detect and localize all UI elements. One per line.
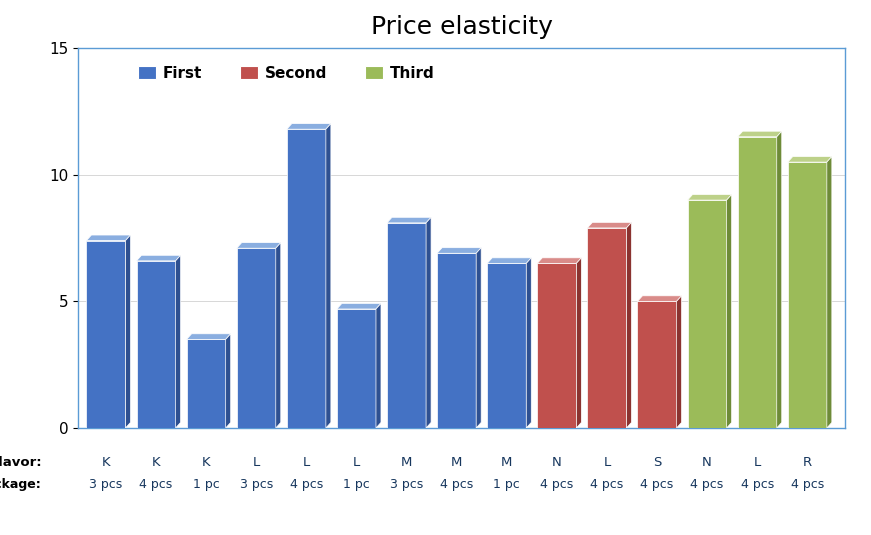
Text: 3 pcs: 3 pcs xyxy=(390,478,423,491)
Polygon shape xyxy=(726,195,732,428)
Text: S: S xyxy=(653,456,661,469)
Text: L: L xyxy=(303,456,310,469)
Text: K: K xyxy=(152,456,160,469)
Polygon shape xyxy=(387,223,426,428)
Polygon shape xyxy=(537,258,581,263)
Polygon shape xyxy=(738,137,777,428)
Polygon shape xyxy=(237,248,276,428)
Polygon shape xyxy=(476,248,481,428)
Polygon shape xyxy=(376,303,381,428)
Text: L: L xyxy=(753,456,761,469)
Polygon shape xyxy=(787,157,832,162)
Polygon shape xyxy=(626,223,631,428)
Polygon shape xyxy=(437,248,481,253)
Polygon shape xyxy=(326,124,331,428)
Text: 1 pc: 1 pc xyxy=(493,478,520,491)
Polygon shape xyxy=(337,309,376,428)
Polygon shape xyxy=(537,263,577,428)
Polygon shape xyxy=(337,303,381,309)
Polygon shape xyxy=(687,195,732,200)
Title: Price elasticity: Price elasticity xyxy=(371,16,552,39)
Text: 1 pc: 1 pc xyxy=(343,478,370,491)
Text: L: L xyxy=(353,456,360,469)
Text: M: M xyxy=(401,456,412,469)
Text: 4 pcs: 4 pcs xyxy=(139,478,172,491)
Text: 1 pc: 1 pc xyxy=(192,478,219,491)
Polygon shape xyxy=(638,301,677,428)
Polygon shape xyxy=(487,263,526,428)
Text: 4 pcs: 4 pcs xyxy=(290,478,323,491)
Text: 3 pcs: 3 pcs xyxy=(240,478,273,491)
Text: L: L xyxy=(253,456,260,469)
Polygon shape xyxy=(287,124,331,129)
Polygon shape xyxy=(186,339,226,428)
Polygon shape xyxy=(587,223,631,228)
Text: K: K xyxy=(102,456,111,469)
Polygon shape xyxy=(86,235,131,241)
Polygon shape xyxy=(186,334,231,339)
Polygon shape xyxy=(226,334,231,428)
Text: 3 pcs: 3 pcs xyxy=(90,478,123,491)
Polygon shape xyxy=(137,261,176,428)
Polygon shape xyxy=(137,255,180,261)
Text: 4 pcs: 4 pcs xyxy=(791,478,824,491)
Text: M: M xyxy=(501,456,512,469)
Polygon shape xyxy=(677,296,681,428)
Polygon shape xyxy=(176,255,180,428)
Polygon shape xyxy=(738,131,782,137)
Polygon shape xyxy=(577,258,581,428)
Text: Package:: Package: xyxy=(0,478,42,491)
Polygon shape xyxy=(787,162,827,428)
Polygon shape xyxy=(426,217,431,428)
Text: 4 pcs: 4 pcs xyxy=(440,478,473,491)
Polygon shape xyxy=(526,258,531,428)
Polygon shape xyxy=(437,253,476,428)
Polygon shape xyxy=(827,157,832,428)
Text: 4 pcs: 4 pcs xyxy=(740,478,773,491)
Text: K: K xyxy=(202,456,211,469)
Text: N: N xyxy=(702,456,712,469)
Polygon shape xyxy=(237,243,280,248)
Text: 4 pcs: 4 pcs xyxy=(540,478,573,491)
Text: 4 pcs: 4 pcs xyxy=(691,478,724,491)
Polygon shape xyxy=(687,200,726,428)
Polygon shape xyxy=(587,228,626,428)
Text: R: R xyxy=(803,456,812,469)
Polygon shape xyxy=(287,129,326,428)
Polygon shape xyxy=(387,217,431,223)
Text: 4 pcs: 4 pcs xyxy=(591,478,624,491)
Text: 4 pcs: 4 pcs xyxy=(640,478,673,491)
Legend: First, Second, Third: First, Second, Third xyxy=(132,59,441,87)
Polygon shape xyxy=(638,296,681,301)
Polygon shape xyxy=(777,131,782,428)
Text: L: L xyxy=(604,456,611,469)
Polygon shape xyxy=(276,243,280,428)
Polygon shape xyxy=(487,258,531,263)
Polygon shape xyxy=(125,235,131,428)
Text: N: N xyxy=(552,456,562,469)
Polygon shape xyxy=(86,241,125,428)
Text: Flavor:: Flavor: xyxy=(0,456,42,469)
Text: M: M xyxy=(451,456,463,469)
